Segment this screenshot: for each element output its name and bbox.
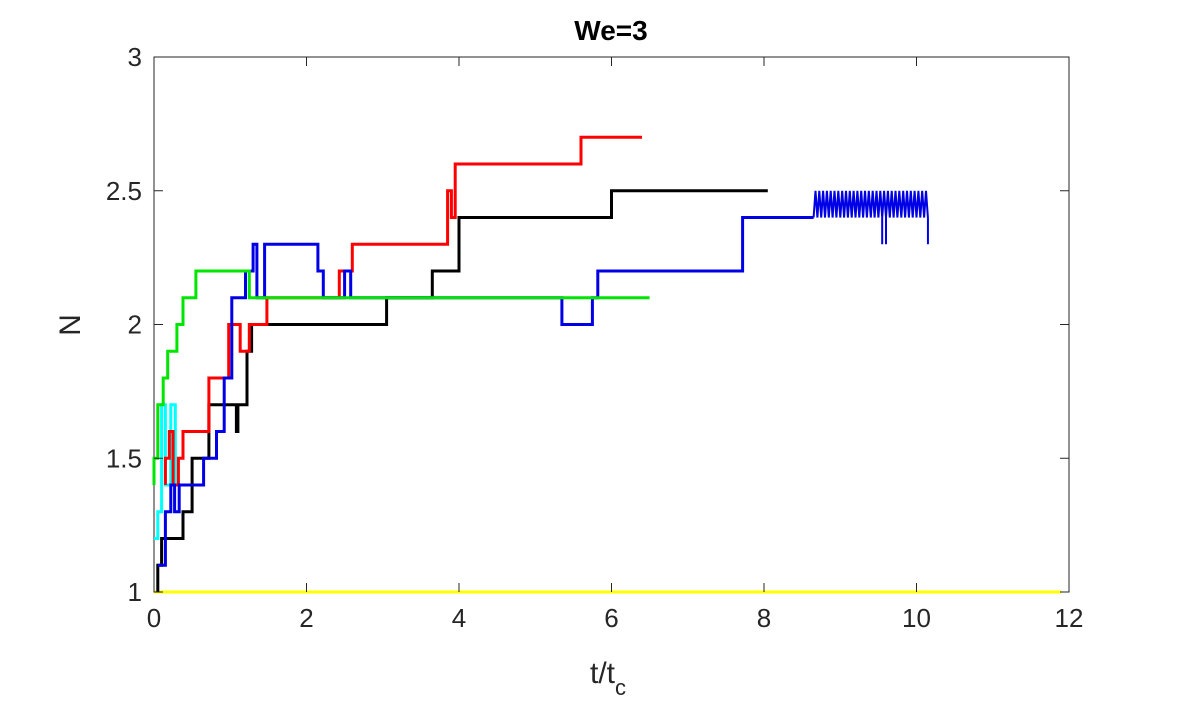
y-tick-label: 2: [128, 310, 142, 340]
x-axis-label-sub: c: [615, 675, 626, 700]
series-line-1: [154, 403, 179, 540]
y-tick-label: 3: [128, 42, 142, 72]
series-line-2: [156, 189, 768, 592]
series-oscillation: [812, 190, 929, 218]
x-tick-label: 0: [147, 603, 161, 633]
x-axis-label-main: t/t: [590, 657, 616, 690]
chart-title: We=3: [574, 15, 647, 46]
x-tick-label: 4: [452, 603, 466, 633]
y-axis-label: N: [54, 314, 87, 336]
y-tick-label: 1: [128, 577, 142, 607]
x-tick-label: 10: [902, 603, 931, 633]
y-tick-label: 2.5: [106, 176, 142, 206]
series-line-4: [157, 216, 814, 567]
series-line-5: [152, 269, 650, 485]
x-tick-label: 2: [299, 603, 313, 633]
tick-layer: 0 2 4 6 8 10 12 1 1.5 2 2.5 3: [106, 42, 1084, 633]
x-tick-label: 12: [1055, 603, 1084, 633]
x-tick-label: 6: [604, 603, 618, 633]
x-tick-label: 8: [757, 603, 771, 633]
series-layer: [152, 135, 1062, 594]
y-tick-label: 1.5: [106, 443, 142, 473]
x-axis-label: t/tc: [590, 657, 626, 700]
